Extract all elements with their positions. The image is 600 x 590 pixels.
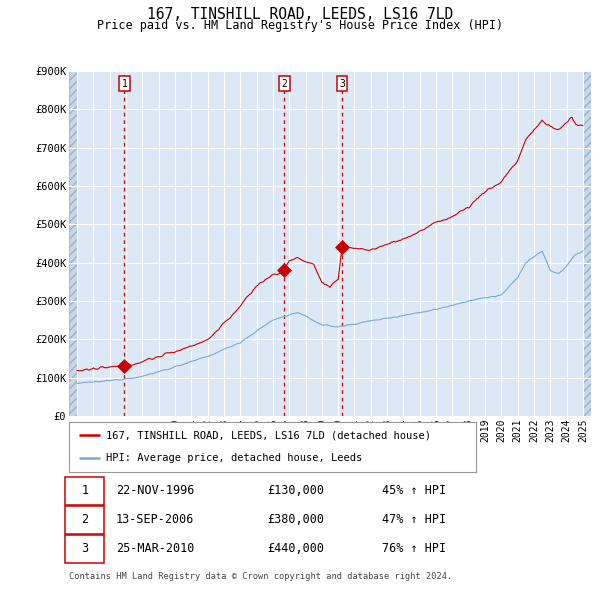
Text: 25-MAR-2010: 25-MAR-2010	[116, 542, 194, 555]
FancyBboxPatch shape	[65, 477, 104, 505]
Text: £380,000: £380,000	[268, 513, 325, 526]
Text: 13-SEP-2006: 13-SEP-2006	[116, 513, 194, 526]
Text: 1: 1	[121, 79, 127, 89]
FancyBboxPatch shape	[65, 535, 104, 563]
Text: 45% ↑ HPI: 45% ↑ HPI	[382, 484, 446, 497]
Text: 22-NOV-1996: 22-NOV-1996	[116, 484, 194, 497]
Text: 167, TINSHILL ROAD, LEEDS, LS16 7LD: 167, TINSHILL ROAD, LEEDS, LS16 7LD	[147, 7, 453, 22]
Text: 1: 1	[82, 484, 89, 497]
Text: £440,000: £440,000	[268, 542, 325, 555]
Text: 47% ↑ HPI: 47% ↑ HPI	[382, 513, 446, 526]
FancyBboxPatch shape	[65, 506, 104, 534]
Text: 2: 2	[82, 513, 89, 526]
Text: Price paid vs. HM Land Registry's House Price Index (HPI): Price paid vs. HM Land Registry's House …	[97, 19, 503, 32]
Text: HPI: Average price, detached house, Leeds: HPI: Average price, detached house, Leed…	[106, 454, 362, 464]
Text: £130,000: £130,000	[268, 484, 325, 497]
Text: 2: 2	[281, 79, 287, 89]
Text: 3: 3	[339, 79, 345, 89]
Text: 167, TINSHILL ROAD, LEEDS, LS16 7LD (detached house): 167, TINSHILL ROAD, LEEDS, LS16 7LD (det…	[106, 430, 431, 440]
Text: 76% ↑ HPI: 76% ↑ HPI	[382, 542, 446, 555]
Text: Contains HM Land Registry data © Crown copyright and database right 2024.: Contains HM Land Registry data © Crown c…	[69, 572, 452, 581]
Text: 3: 3	[82, 542, 89, 555]
